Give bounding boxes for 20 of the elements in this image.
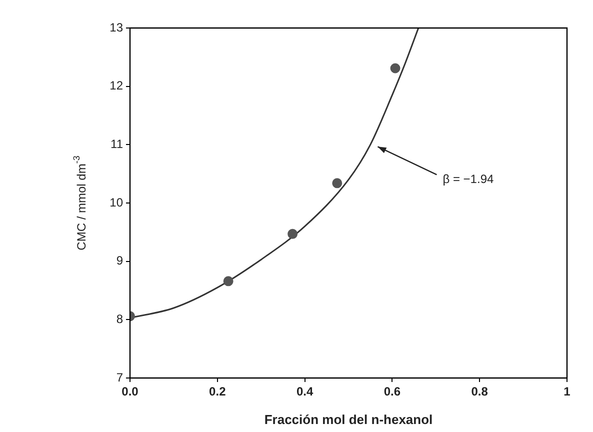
y-tick-label: 7 (116, 370, 124, 384)
y-tick-label: 8 (116, 312, 124, 326)
y-tick-label: 13 (110, 20, 124, 34)
point (288, 228, 298, 239)
point (223, 276, 234, 286)
y-tick-label: 11 (110, 136, 124, 151)
point (332, 178, 342, 188)
x-axis-title: Fracción mol del n-hexanol (264, 412, 433, 427)
annotation: β = −1.94 (442, 172, 494, 186)
y-tick-label: 12 (110, 78, 124, 93)
x-tick-label: 0.0 (122, 384, 139, 399)
x-tick-label: 0.2 (209, 384, 226, 399)
y-tick-label: 10 (110, 195, 124, 210)
y-tick-label: 9 (116, 254, 124, 268)
x-tick-label: 0.4 (296, 384, 314, 399)
x-tick-label: 0.6 (384, 384, 401, 399)
point (390, 63, 400, 74)
y-axis-title: CMC / mmol dm-3 (71, 156, 88, 250)
x-tick-label: 1 (564, 384, 571, 399)
x-tick-label: 0.8 (471, 384, 488, 399)
